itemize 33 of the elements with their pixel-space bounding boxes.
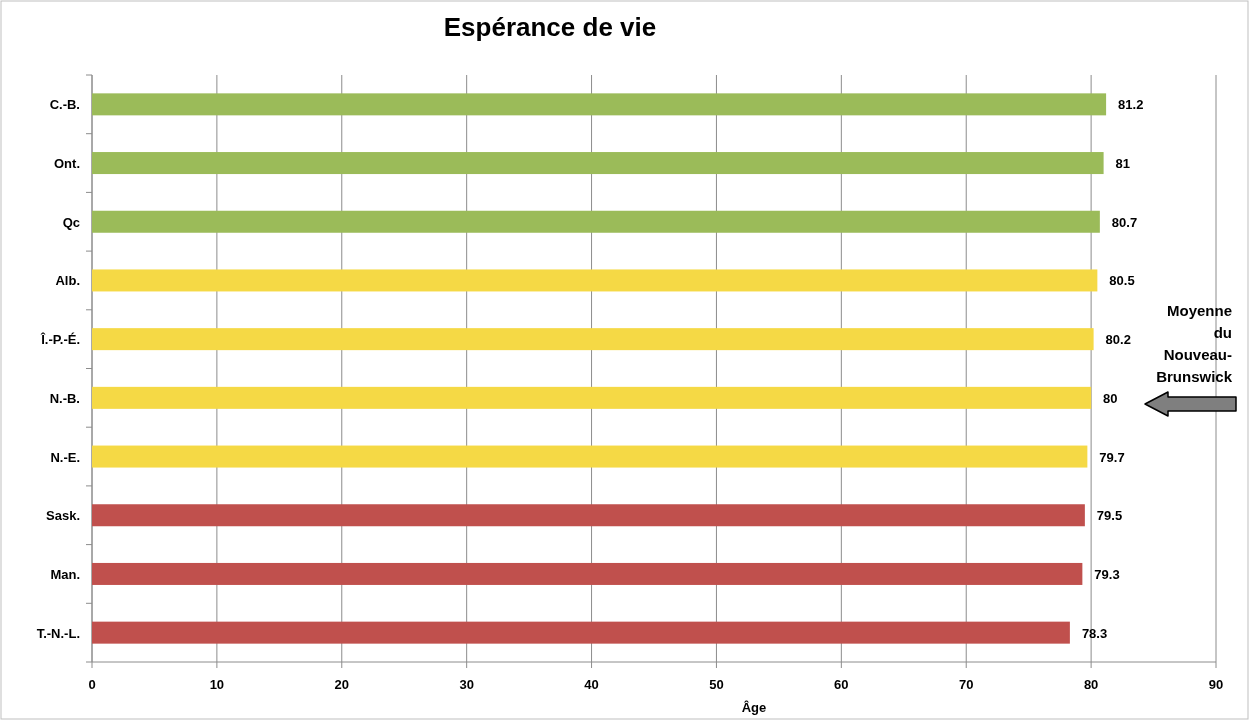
y-tick-label: T.-N.-L. bbox=[36, 625, 80, 641]
data-label: 81 bbox=[1115, 156, 1131, 172]
x-axis-title: Âge bbox=[741, 700, 767, 715]
x-tick-label: 50 bbox=[709, 677, 724, 692]
y-tick-label: N.-E. bbox=[50, 449, 80, 465]
y-tick-label: Î.-P.-É. bbox=[40, 332, 80, 348]
data-label: 81.2 bbox=[1118, 97, 1144, 113]
x-tick-label: 80 bbox=[1083, 677, 1099, 692]
x-tick-label: 20 bbox=[334, 677, 350, 692]
annotation: Moyenne du Nouveau-Brunswick bbox=[1156, 302, 1233, 385]
x-tick-label: 60 bbox=[834, 677, 849, 692]
y-tick-label: Alb. bbox=[55, 273, 80, 289]
chart-title: Espérance de vie bbox=[443, 12, 657, 42]
data-label: 80.2 bbox=[1105, 332, 1131, 348]
data-label: 79.7 bbox=[1099, 449, 1125, 465]
y-tick-label: N.-B. bbox=[49, 390, 80, 406]
data-label: 79.5 bbox=[1096, 508, 1123, 524]
x-tick-label: 10 bbox=[209, 677, 225, 692]
x-tick-label: 70 bbox=[958, 677, 974, 692]
data-label: 80.5 bbox=[1109, 273, 1135, 289]
x-tick-label: 30 bbox=[459, 677, 474, 692]
y-tick-label: Qc bbox=[62, 214, 80, 230]
data-label: 80 bbox=[1103, 390, 1118, 406]
x-tick-label: 0 bbox=[88, 677, 96, 692]
y-tick-label: Ont. bbox=[54, 156, 80, 172]
x-tick-label: 40 bbox=[584, 677, 599, 692]
y-tick-label: Man. bbox=[50, 566, 80, 582]
data-label: 78.3 bbox=[1081, 625, 1108, 641]
y-tick-label: C.-B. bbox=[49, 97, 80, 113]
data-label: 80.7 bbox=[1111, 214, 1138, 230]
y-tick-label: Sask. bbox=[46, 508, 80, 524]
data-label: 79.3 bbox=[1094, 566, 1120, 582]
x-tick-label: 90 bbox=[1208, 677, 1224, 692]
